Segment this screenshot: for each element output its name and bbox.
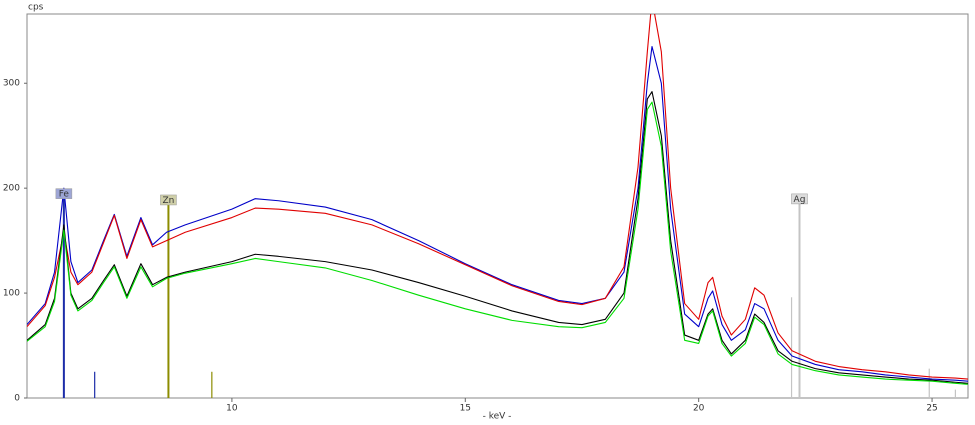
x-tick-label: 10: [226, 404, 238, 414]
y-tick-label: 200: [3, 184, 20, 194]
element-label-box: [160, 194, 177, 206]
element-label-box: [791, 193, 808, 205]
x-axis-label: - keV -: [483, 412, 512, 422]
x-tick-label: 25: [926, 404, 937, 414]
y-tick-label: 0: [14, 394, 20, 404]
y-unit: cps: [28, 3, 44, 13]
element-label: Ag: [794, 195, 806, 205]
y-tick-label: 100: [3, 289, 20, 299]
plot-frame: [26, 13, 969, 399]
spectrum-line: [27, 91, 968, 384]
x-tick-label: 20: [693, 404, 705, 414]
element-label: Zn: [162, 196, 174, 206]
spectrum-line: [27, 101, 968, 385]
spectrum-line: [27, 14, 968, 380]
y-tick-label: 300: [3, 79, 20, 89]
x-tick-label: 15: [460, 404, 471, 414]
element-label: Fe: [59, 190, 70, 200]
plot-area: [27, 14, 968, 398]
element-label-box: [55, 188, 73, 199]
